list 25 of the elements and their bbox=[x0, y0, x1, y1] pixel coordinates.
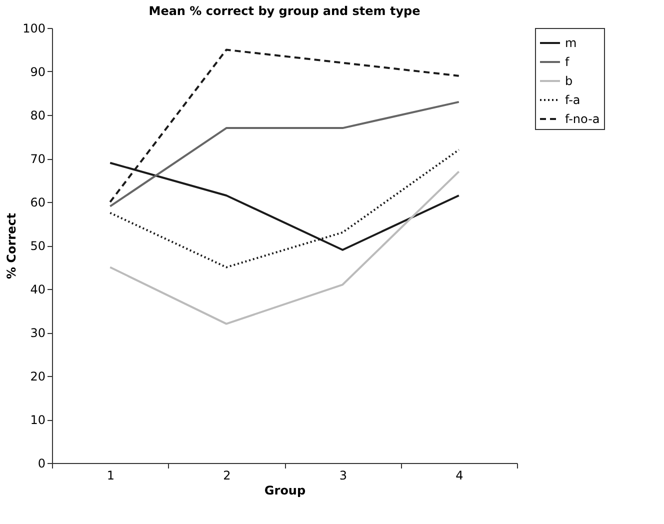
y-tick-label: 30 bbox=[30, 326, 46, 340]
x-axis-title: Group bbox=[264, 484, 306, 498]
legend-label: f bbox=[565, 55, 570, 69]
y-tick-label: 100 bbox=[22, 22, 46, 36]
legend-label: b bbox=[565, 74, 573, 88]
x-tick-label: 3 bbox=[339, 468, 347, 482]
chart-title: Mean % correct by group and stem type bbox=[148, 4, 420, 18]
x-tick-label: 2 bbox=[223, 468, 231, 482]
legend-label: m bbox=[565, 36, 577, 50]
line-series bbox=[109, 148, 460, 268]
y-tick-label: 90 bbox=[30, 65, 46, 79]
line-series bbox=[109, 170, 460, 325]
y-tick-label: 40 bbox=[30, 282, 46, 296]
y-tick-label: 10 bbox=[30, 413, 46, 427]
y-tick-label: 0 bbox=[38, 456, 46, 470]
y-axis-title: % Correct bbox=[4, 212, 19, 280]
y-tick-label: 70 bbox=[30, 152, 46, 166]
y-tick-label: 80 bbox=[30, 108, 46, 122]
legend-label: f-no-a bbox=[565, 112, 600, 126]
x-tick-label: 4 bbox=[456, 468, 464, 482]
y-tick-label: 20 bbox=[30, 370, 46, 384]
legend-label: f-a bbox=[565, 93, 580, 107]
x-tick-label: 1 bbox=[106, 468, 114, 482]
y-tick-label: 60 bbox=[30, 196, 46, 210]
y-tick-label: 50 bbox=[30, 239, 46, 253]
